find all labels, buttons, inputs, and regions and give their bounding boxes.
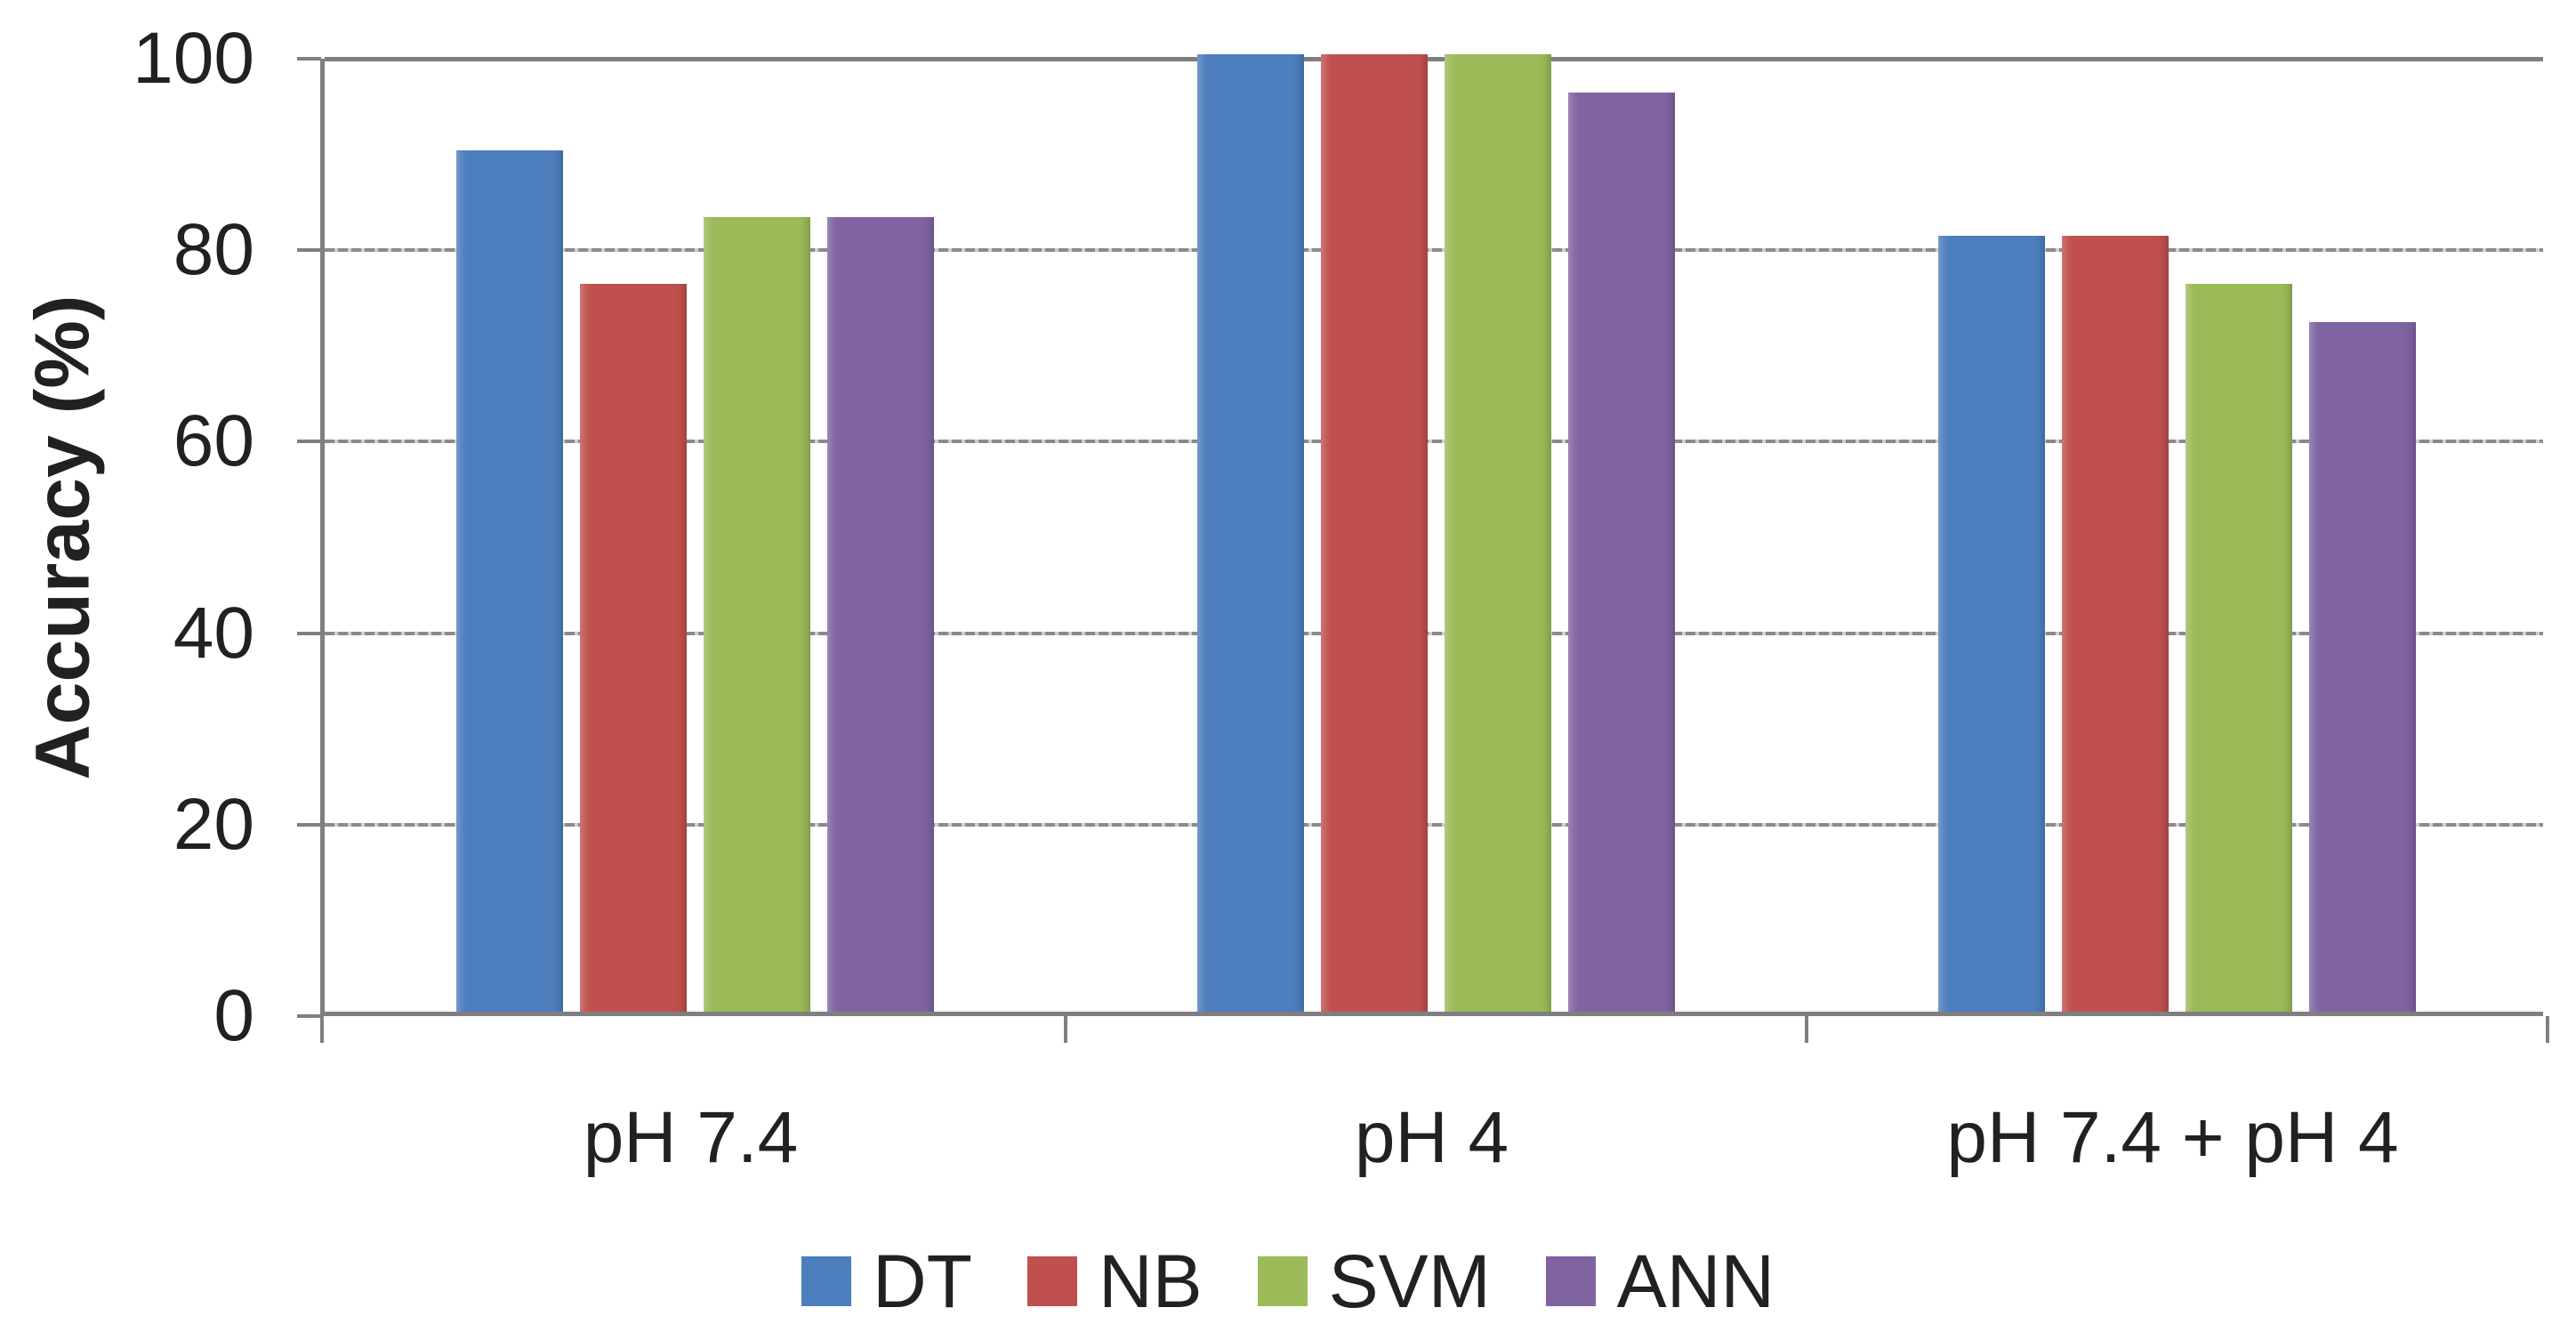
x-axis-tick-0 (320, 1016, 324, 1043)
bar-ann-0 (827, 217, 934, 1012)
y-tick-label-20: 20 (173, 783, 254, 865)
bar-ann-1 (1568, 93, 1675, 1012)
legend-item-nb: NB (1026, 1239, 1203, 1323)
gridline-y-20 (325, 822, 2543, 827)
legend-swatch-svm (1257, 1256, 1308, 1306)
legend-swatch-nb (1026, 1256, 1077, 1306)
x-category-label-1: pH 4 (1354, 1097, 1509, 1178)
legend-label-svm: SVM (1328, 1239, 1491, 1323)
legend-label-dt: DT (872, 1239, 972, 1323)
legend-item-ann: ANN (1545, 1239, 1775, 1323)
x-category-label-2: pH 7.4 + pH 4 (1946, 1097, 2399, 1178)
y-tick-label-40: 40 (173, 592, 254, 674)
y-axis-tick-60 (297, 440, 321, 444)
y-tick-label-0: 0 (213, 975, 254, 1056)
legend: DT NB SVM ANN (0, 1244, 2576, 1319)
bar-nb-0 (580, 284, 687, 1012)
x-axis-tick-3 (2546, 1016, 2549, 1043)
legend-swatch-dt (801, 1256, 851, 1306)
y-axis-tick-20 (297, 822, 321, 827)
bar-group-0 (325, 59, 1066, 1012)
bar-svm-1 (1445, 54, 1551, 1012)
bar-group-1 (1066, 54, 1807, 1012)
bar-nb-1 (1321, 54, 1428, 1012)
bar-dt-0 (456, 150, 563, 1012)
y-axis-tick-80 (297, 248, 321, 253)
bar-ann-2 (2309, 322, 2416, 1012)
gridline-y-80 (325, 248, 2543, 253)
x-category-label-0: pH 7.4 (583, 1097, 799, 1178)
y-tick-label-100: 100 (133, 18, 254, 99)
gridline-y-40 (325, 631, 2543, 635)
bar-svm-2 (2186, 284, 2292, 1012)
y-tick-label-60: 60 (173, 400, 254, 482)
bar-dt-1 (1197, 54, 1304, 1012)
x-axis-tick-2 (1805, 1016, 1808, 1043)
y-axis-tick-0 (297, 1014, 321, 1018)
gridline-y-60 (325, 440, 2543, 444)
y-tick-label-80: 80 (173, 209, 254, 291)
bar-dt-2 (1938, 236, 2045, 1012)
bar-nb-2 (2062, 236, 2169, 1012)
y-axis-tick-40 (297, 631, 321, 635)
gridline-y-100 (325, 57, 2543, 61)
bar-group-2 (1807, 59, 2548, 1012)
bar-svm-0 (704, 217, 810, 1012)
legend-label-nb: NB (1098, 1239, 1203, 1323)
y-axis-title: Accuracy (%) (20, 295, 106, 780)
y-axis-tick-100 (297, 57, 321, 61)
legend-label-ann: ANN (1616, 1239, 1775, 1323)
legend-item-dt: DT (801, 1244, 972, 1319)
legend-item-svm: SVM (1257, 1239, 1491, 1323)
legend-swatch-ann (1545, 1256, 1596, 1306)
x-axis-tick-1 (1064, 1016, 1067, 1043)
plot-area (297, 54, 2549, 1043)
